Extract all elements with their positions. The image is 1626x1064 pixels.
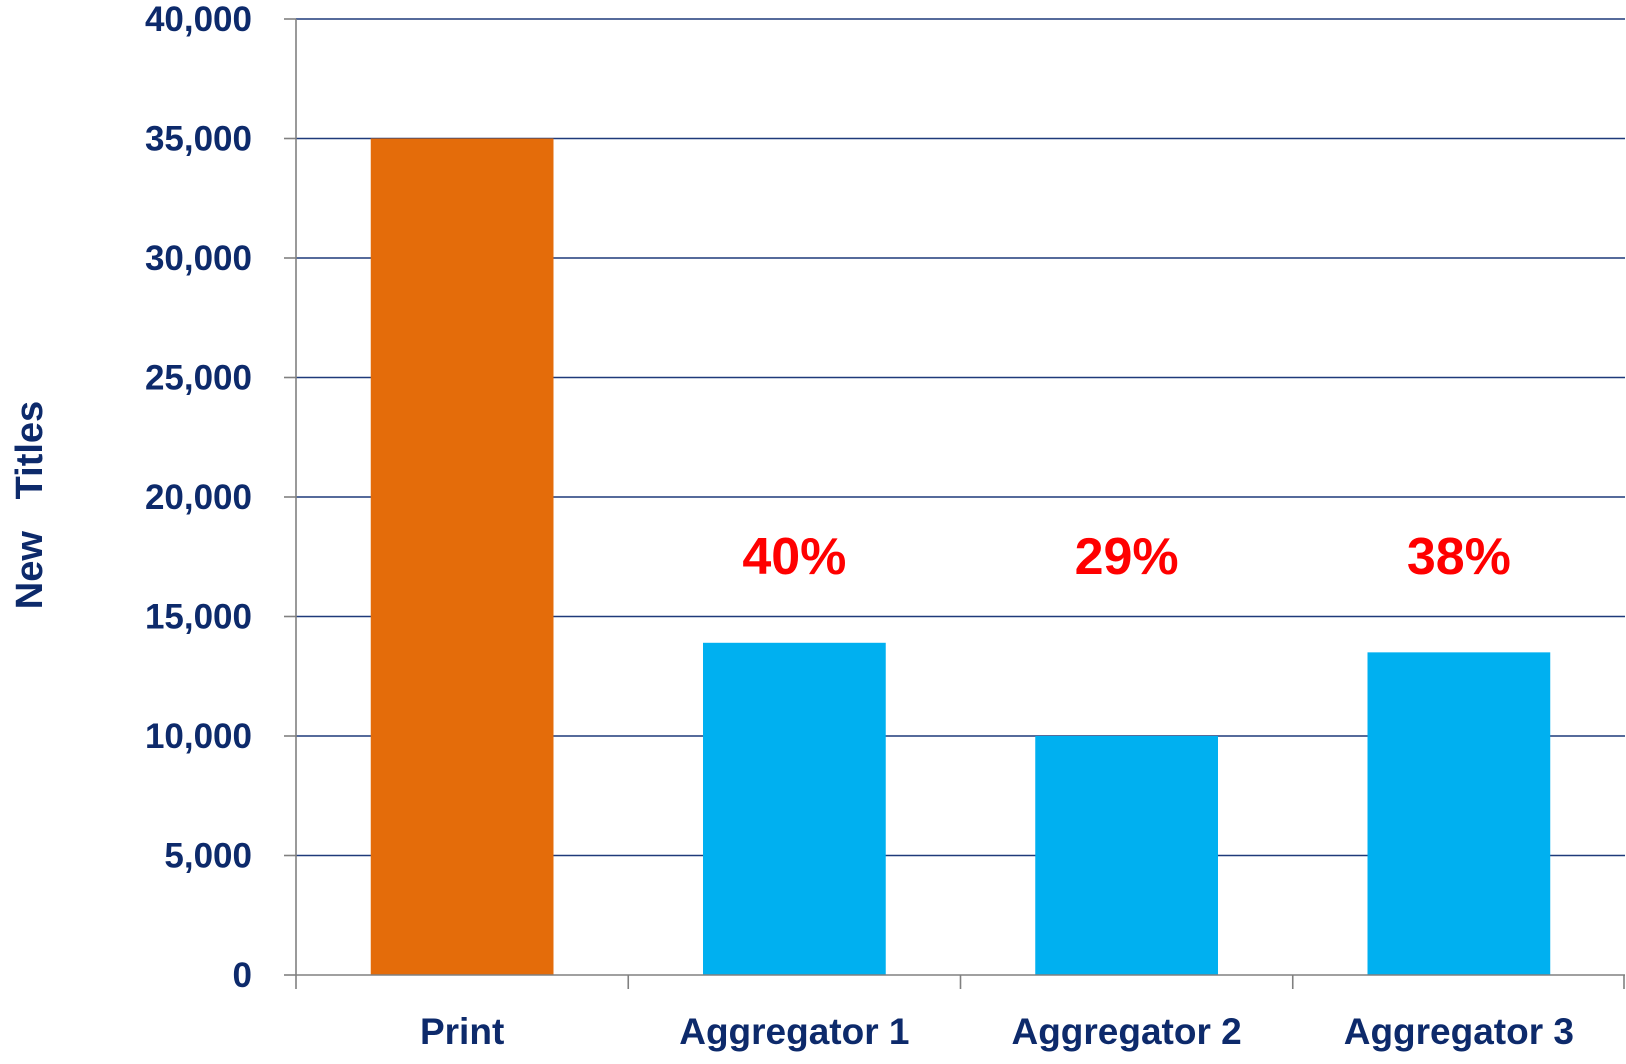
bar-aggregator-2 — [1035, 736, 1218, 975]
axes — [284, 18, 1625, 989]
y-tick-label: 5,000 — [164, 837, 252, 876]
y-tick-label: 0 — [233, 956, 252, 995]
x-tick-labels: Print Aggregator 1 Aggregator 2 Aggregator … — [420, 1011, 1574, 1052]
bar-aggregator-1 — [703, 642, 886, 975]
y-tick-label: 25,000 — [145, 359, 252, 398]
bar-print — [370, 138, 554, 975]
y-tick-label: 10,000 — [145, 717, 252, 756]
x-tick-label: Aggregator 1 — [679, 1011, 909, 1052]
bars — [370, 138, 1551, 975]
annotations: 40% 29% 38% — [742, 528, 1511, 586]
x-tick-label: Aggregator 3 — [1344, 1011, 1574, 1052]
y-axis-title: New Titles — [9, 401, 51, 609]
y-tick-labels: 0 5,000 10,000 15,000 20,000 25,000 30,000 35,0… — [145, 0, 252, 995]
bar-annotation: 29% — [1075, 528, 1179, 586]
y-tick-label: 40,000 — [145, 0, 252, 39]
y-tick-label: 20,000 — [145, 478, 252, 517]
bar-aggregator-3 — [1367, 652, 1551, 975]
bar-annotation: 38% — [1407, 528, 1511, 586]
y-tick-label: 30,000 — [145, 239, 252, 278]
x-tick-label: Print — [420, 1011, 504, 1052]
bar-annotation: 40% — [742, 528, 846, 586]
y-tick-label: 15,000 — [145, 598, 252, 637]
y-tick-label: 35,000 — [145, 120, 252, 159]
x-tick-label: Aggregator 2 — [1011, 1011, 1241, 1052]
